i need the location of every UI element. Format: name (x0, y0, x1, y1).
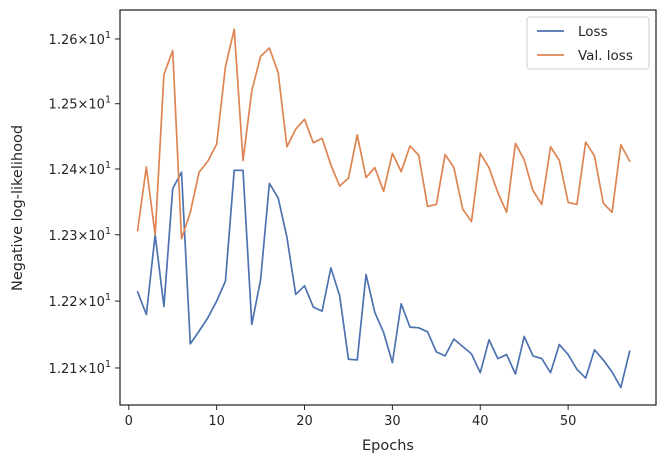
x-tick-label: 30 (384, 414, 401, 429)
x-tick-label: 10 (208, 414, 225, 429)
y-tick-label: 1.21×101 (49, 359, 111, 377)
y-tick-mantissa: 1.24 (49, 163, 78, 178)
y-tick-base: 10 (88, 163, 105, 178)
y-tick-exponent: 1 (105, 292, 111, 303)
series-line-val-loss (136, 28, 631, 240)
y-tick-exponent: 1 (105, 160, 111, 171)
y-tick-base: 10 (88, 33, 105, 48)
y-tick-base: 10 (88, 98, 105, 113)
y-tick-label: 1.26×101 (49, 30, 111, 48)
plot-frame (119, 9, 657, 406)
y-tick-base: 10 (88, 229, 105, 244)
y-tick-mantissa: 1.26 (49, 33, 78, 48)
y-tick-mantissa: 1.23 (49, 229, 78, 244)
series-layer (136, 28, 631, 389)
y-tick-mantissa: 1.22 (49, 295, 78, 310)
x-tick-label: 50 (560, 414, 577, 429)
y-axis-label: Negative log-likelihood (10, 125, 26, 291)
x-tick-label: 20 (296, 414, 313, 429)
y-tick-mantissa: 1.21 (49, 362, 78, 377)
x-tick-label: 0 (125, 414, 133, 429)
y-tick-exponent: 1 (105, 226, 111, 237)
y-tick-times-sign: × (78, 295, 89, 310)
y-tick-label: 1.24×101 (49, 160, 111, 178)
legend-box (526, 16, 650, 70)
y-axis-ticks: 1.21×1011.22×1011.23×1011.24×1011.25×101… (49, 30, 120, 377)
x-tick-label: 40 (472, 414, 489, 429)
y-tick-exponent: 1 (105, 95, 111, 106)
y-tick-label: 1.22×101 (49, 292, 111, 310)
y-tick-times-sign: × (78, 163, 89, 178)
legend-label-loss: Loss (578, 24, 608, 40)
y-tick-mantissa: 1.25 (49, 98, 78, 113)
y-tick-label: 1.25×101 (49, 95, 111, 113)
y-tick-exponent: 1 (105, 30, 111, 41)
y-tick-base: 10 (88, 362, 105, 377)
legend: Loss Val. loss (526, 16, 650, 70)
y-tick-times-sign: × (78, 98, 89, 113)
series-line-loss (136, 169, 631, 389)
legend-label-val-loss: Val. loss (578, 48, 633, 64)
y-tick-exponent: 1 (105, 359, 111, 370)
x-axis-ticks: 0 10 20 30 40 50 (125, 405, 577, 429)
y-tick-label: 1.23×101 (49, 226, 111, 244)
x-axis-label: Epochs (362, 438, 414, 454)
y-tick-times-sign: × (78, 362, 89, 377)
y-tick-times-sign: × (78, 229, 89, 244)
y-tick-base: 10 (88, 295, 105, 310)
y-tick-times-sign: × (78, 33, 89, 48)
